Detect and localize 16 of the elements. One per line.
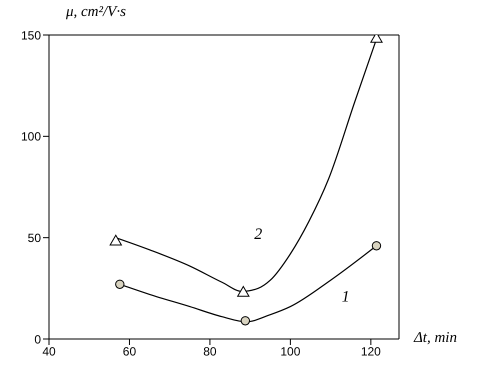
x-tick-label: 60: [122, 344, 136, 359]
x-tick-label: 40: [42, 344, 56, 359]
y-tick-label: 50: [28, 230, 42, 245]
series-label: 1: [342, 288, 350, 306]
y-axis-title: μ, cm²/V·s: [66, 4, 126, 21]
x-tick-label: 80: [203, 344, 217, 359]
x-tick-label: 120: [360, 344, 382, 359]
x-tick-label: 100: [280, 344, 301, 359]
y-tick-label: 150: [20, 28, 42, 42]
y-tick-label: 100: [20, 130, 42, 144]
point: [240, 316, 250, 326]
point: [372, 241, 382, 250]
x-axis-title: Δt, min: [414, 330, 457, 347]
point: [115, 280, 124, 289]
y-tick-label: 0: [34, 332, 42, 346]
series-label: 2: [254, 226, 262, 243]
